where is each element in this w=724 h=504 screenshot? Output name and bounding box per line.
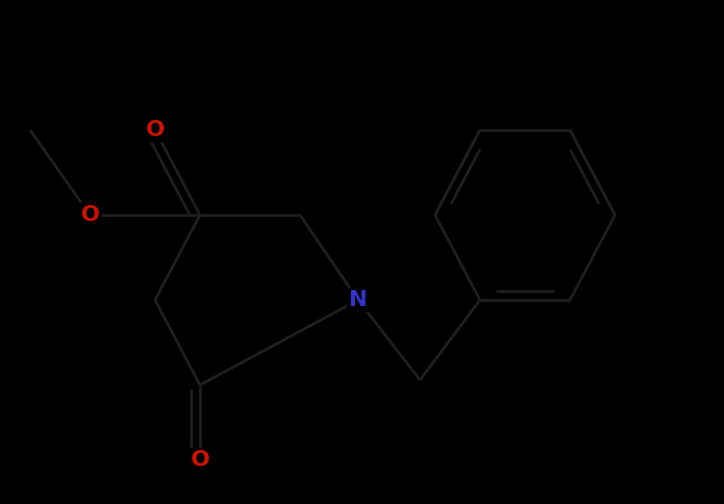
Text: O: O [190, 450, 209, 470]
Text: O: O [146, 120, 164, 140]
Text: N: N [349, 290, 367, 310]
Text: O: O [80, 205, 99, 225]
